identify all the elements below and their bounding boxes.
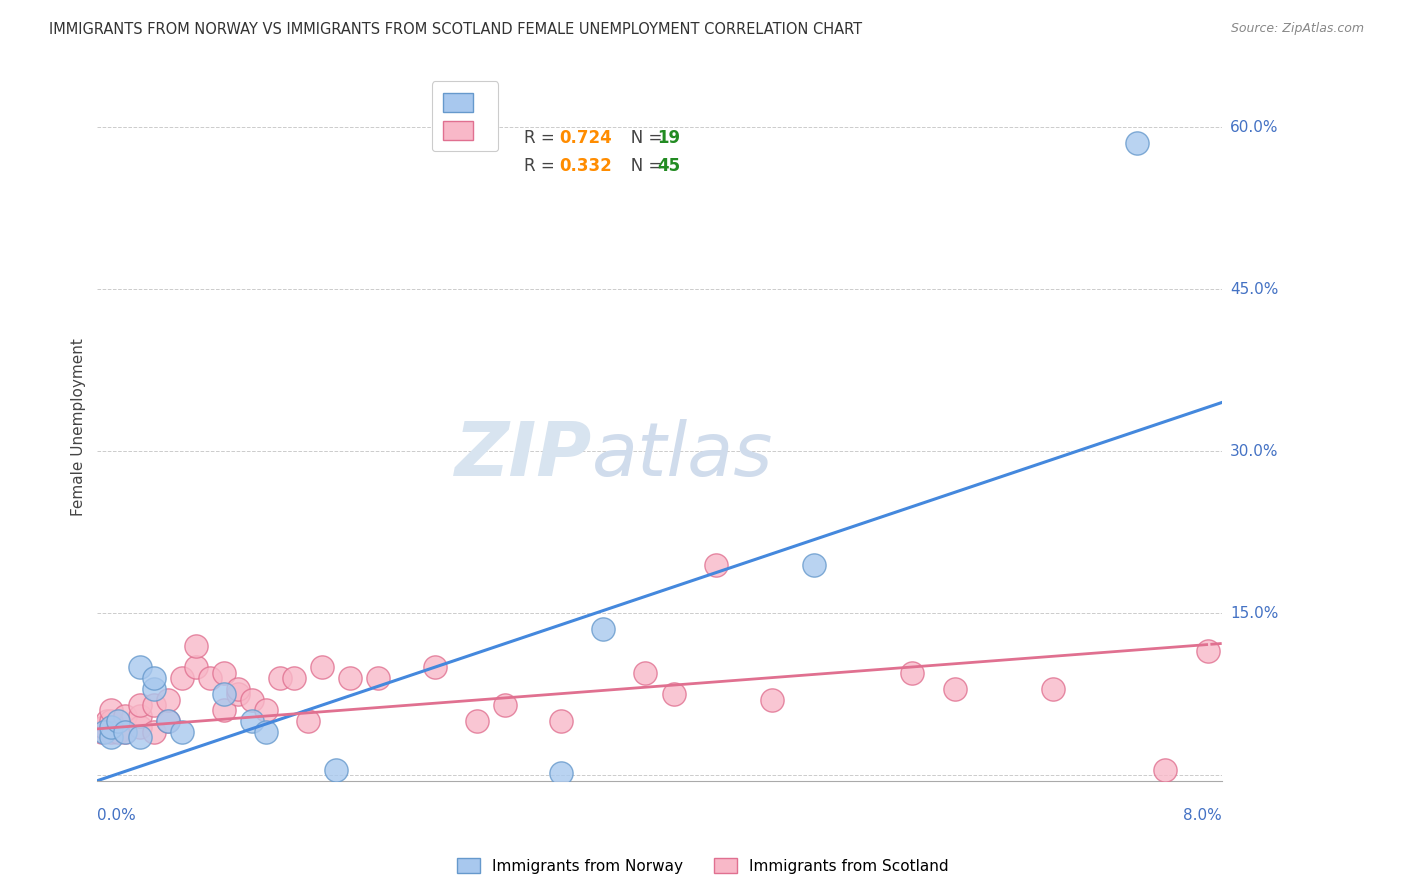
- Point: [100, 731, 122, 745]
- Point: [254, 703, 277, 717]
- Point: [283, 671, 305, 685]
- Text: 60.0%: 60.0%: [1230, 120, 1278, 135]
- Point: [465, 714, 488, 729]
- Text: 30.0%: 30.0%: [1230, 443, 1278, 458]
- Point: [142, 725, 165, 739]
- Text: 0.332: 0.332: [560, 157, 612, 175]
- Point: [142, 681, 165, 696]
- Point: [114, 709, 136, 723]
- Point: [325, 763, 347, 777]
- Point: [114, 725, 136, 739]
- Text: 19: 19: [658, 128, 681, 147]
- Point: [107, 714, 129, 729]
- Text: 15.0%: 15.0%: [1230, 606, 1278, 621]
- Point: [170, 671, 193, 685]
- Point: [240, 692, 263, 706]
- Text: atlas: atlas: [592, 419, 773, 491]
- Point: [184, 660, 207, 674]
- Point: [128, 698, 150, 712]
- Point: [128, 709, 150, 723]
- Text: 45: 45: [658, 157, 681, 175]
- Text: 45.0%: 45.0%: [1230, 282, 1278, 296]
- Text: R =: R =: [524, 157, 560, 175]
- Text: 0.724: 0.724: [560, 128, 612, 147]
- Point: [142, 698, 165, 712]
- Point: [1126, 136, 1149, 151]
- Point: [269, 671, 291, 685]
- Point: [212, 687, 235, 701]
- Point: [142, 671, 165, 685]
- Text: 8.0%: 8.0%: [1182, 808, 1222, 823]
- Point: [156, 692, 179, 706]
- Text: IMMIGRANTS FROM NORWAY VS IMMIGRANTS FROM SCOTLAND FEMALE UNEMPLOYMENT CORRELATI: IMMIGRANTS FROM NORWAY VS IMMIGRANTS FRO…: [49, 22, 862, 37]
- Point: [226, 687, 249, 701]
- Point: [803, 558, 825, 572]
- Point: [423, 660, 446, 674]
- Point: [494, 698, 516, 712]
- Point: [1197, 644, 1219, 658]
- Point: [550, 714, 572, 729]
- Text: ZIP: ZIP: [454, 418, 592, 491]
- Point: [128, 731, 150, 745]
- Point: [156, 714, 179, 729]
- Point: [170, 725, 193, 739]
- Point: [100, 714, 122, 729]
- Point: [761, 692, 783, 706]
- Point: [90, 725, 112, 739]
- Point: [212, 703, 235, 717]
- Point: [184, 639, 207, 653]
- Legend: Immigrants from Norway, Immigrants from Scotland: Immigrants from Norway, Immigrants from …: [451, 852, 955, 880]
- Point: [93, 720, 115, 734]
- Legend: , : ,: [432, 81, 498, 152]
- Point: [212, 665, 235, 680]
- Point: [100, 703, 122, 717]
- Point: [1042, 681, 1064, 696]
- Point: [226, 681, 249, 696]
- Point: [114, 725, 136, 739]
- Point: [156, 714, 179, 729]
- Point: [100, 725, 122, 739]
- Point: [704, 558, 727, 572]
- Y-axis label: Female Unemployment: Female Unemployment: [72, 338, 86, 516]
- Point: [550, 766, 572, 780]
- Point: [311, 660, 333, 674]
- Point: [240, 714, 263, 729]
- Point: [107, 725, 129, 739]
- Point: [339, 671, 361, 685]
- Point: [254, 725, 277, 739]
- Point: [297, 714, 319, 729]
- Text: N =: N =: [616, 128, 668, 147]
- Point: [198, 671, 221, 685]
- Point: [592, 623, 614, 637]
- Point: [901, 665, 924, 680]
- Point: [634, 665, 657, 680]
- Point: [96, 714, 118, 729]
- Point: [128, 720, 150, 734]
- Point: [100, 720, 122, 734]
- Text: R =: R =: [524, 128, 560, 147]
- Point: [128, 660, 150, 674]
- Point: [367, 671, 389, 685]
- Point: [1154, 763, 1177, 777]
- Point: [943, 681, 966, 696]
- Text: 0.0%: 0.0%: [97, 808, 136, 823]
- Text: N =: N =: [616, 157, 668, 175]
- Point: [662, 687, 685, 701]
- Text: Source: ZipAtlas.com: Source: ZipAtlas.com: [1230, 22, 1364, 36]
- Point: [93, 725, 115, 739]
